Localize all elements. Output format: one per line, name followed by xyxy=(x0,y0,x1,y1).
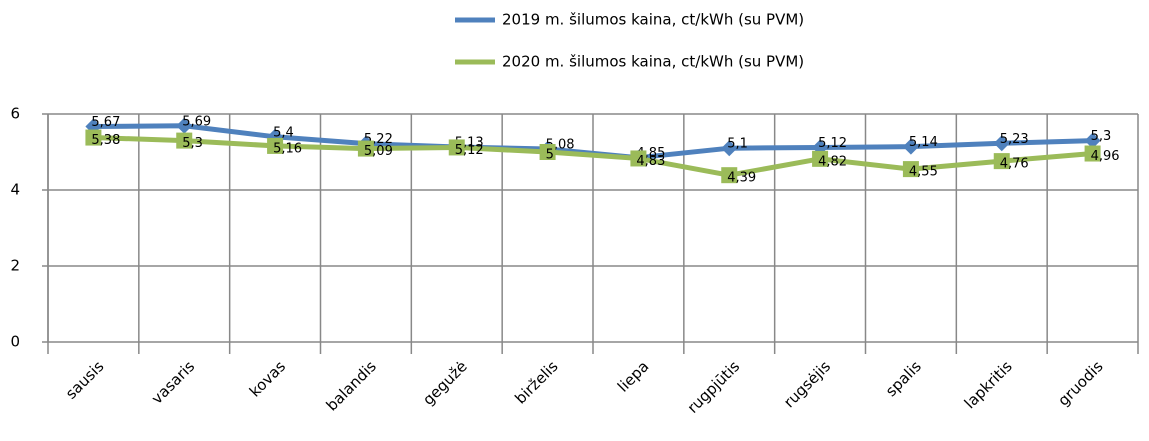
marker xyxy=(176,117,193,134)
value-label: 5,3 xyxy=(182,136,203,151)
value-label: 4,83 xyxy=(636,154,665,169)
y-tick-label: 6 xyxy=(10,105,20,123)
marker xyxy=(176,132,193,149)
marker xyxy=(993,135,1010,152)
value-label: 5,38 xyxy=(91,133,120,148)
marker xyxy=(630,150,647,167)
y-tick-label: 4 xyxy=(10,181,20,199)
value-label: 5,69 xyxy=(182,114,211,129)
x-tick-label: rugsėjis xyxy=(780,357,834,411)
x-tick-label: rugpjūtis xyxy=(684,357,744,417)
x-tick-label: sausis xyxy=(62,357,108,403)
x-tick-label: lapkritis xyxy=(961,357,1016,412)
x-tick-label: spalis xyxy=(882,357,925,400)
x-tick-label: gegužė xyxy=(419,357,471,409)
marker xyxy=(85,129,102,146)
value-label: 5,12 xyxy=(818,136,847,151)
value-label: 4,55 xyxy=(909,165,938,180)
marker xyxy=(902,138,919,155)
y-tick-label: 0 xyxy=(10,333,20,351)
value-label: 5,14 xyxy=(909,135,938,150)
marker xyxy=(539,144,556,160)
marker xyxy=(721,167,738,184)
value-label: 4,76 xyxy=(1000,157,1029,172)
x-tick-label: liepa xyxy=(614,357,652,395)
marker xyxy=(993,153,1010,170)
marker xyxy=(812,150,829,167)
y-tick-label: 2 xyxy=(10,257,20,275)
x-tick-label: birželis xyxy=(511,357,561,407)
marker xyxy=(902,161,919,178)
value-label: 5,1 xyxy=(727,137,748,152)
legend-label: 2019 m. šilumos kaina, ct/kWh (su PVM) xyxy=(502,11,804,29)
value-label: 5,09 xyxy=(364,144,393,159)
marker xyxy=(267,137,284,154)
value-label: 4,82 xyxy=(818,154,847,169)
x-tick-label: balandis xyxy=(323,357,380,414)
value-label: 5,4 xyxy=(273,125,294,140)
value-label: 5,16 xyxy=(273,141,302,156)
series-line xyxy=(93,135,1093,178)
value-label: 5,3 xyxy=(1091,129,1112,144)
marker xyxy=(1084,132,1101,149)
value-label: 4,96 xyxy=(1091,149,1120,164)
x-tick-label: gruodis xyxy=(1054,357,1106,409)
x-tick-label: kovas xyxy=(246,357,289,400)
marker xyxy=(721,140,738,157)
value-label: 5,23 xyxy=(1000,132,1029,147)
legend-label: 2020 m. šilumos kaina, ct/kWh (su PVM) xyxy=(502,53,804,71)
value-label: 4,39 xyxy=(727,171,756,186)
marker xyxy=(1084,145,1101,162)
value-label: 5 xyxy=(546,148,554,163)
marker xyxy=(448,139,465,156)
value-label: 5,67 xyxy=(91,115,120,130)
x-tick-label: vasaris xyxy=(148,357,198,407)
value-label: 5,12 xyxy=(455,143,484,158)
marker xyxy=(357,140,374,157)
